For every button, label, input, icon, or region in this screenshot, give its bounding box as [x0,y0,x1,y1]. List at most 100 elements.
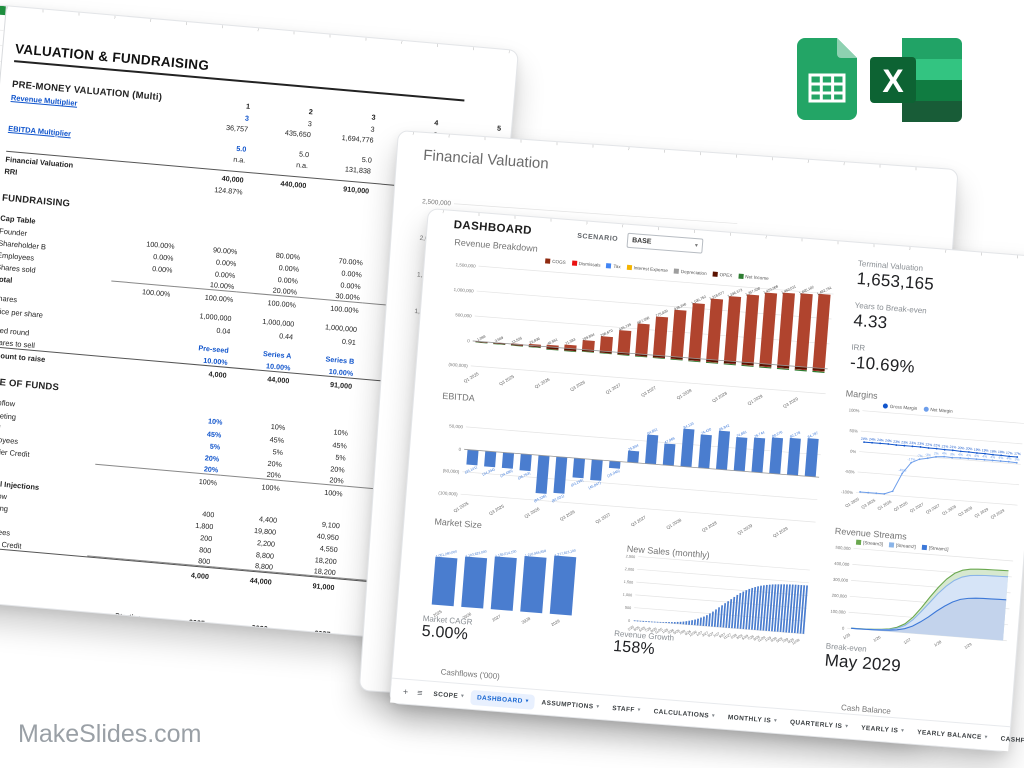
svg-text:84,133: 84,133 [683,421,695,429]
google-sheets-icon [797,38,857,125]
svg-text:938,246: 938,246 [673,302,686,311]
svg-text:1,051,260,000: 1,051,260,000 [435,550,457,559]
svg-text:-50%: -50% [845,469,855,475]
svg-text:9/26: 9/26 [684,629,692,636]
svg-text:23%: 23% [893,440,900,445]
svg-text:23%: 23% [901,440,908,445]
svg-text:300,000: 300,000 [833,577,849,583]
sheet-tab-yearly-is[interactable]: YEARLY IS ▾ [860,724,905,734]
sheet-tab-cashflow[interactable]: CASHFLOW▾ [1000,735,1024,746]
svg-text:71,583: 71,583 [565,337,577,345]
svg-text:9/29: 9/29 [787,637,795,644]
revenue-streams-chart: 500,000 400,000 300,000 200,000 100,000 0 1/25… [822,543,1017,658]
svg-text:40,561: 40,561 [547,338,559,346]
svg-text:82,278: 82,278 [789,431,801,439]
svg-text:Q3 2028: Q3 2028 [711,390,728,403]
svg-text:Q3 2027: Q3 2027 [925,502,941,514]
svg-text:(34,486): (34,486) [500,469,514,478]
svg-text:(100,000): (100,000) [438,490,458,497]
svg-text:23%: 23% [917,441,924,446]
svg-text:Q3 2028: Q3 2028 [957,505,973,517]
sheet-tab-scope[interactable]: SCOPE ▾ [433,690,465,700]
sheet-corner [0,5,6,16]
svg-text:11/29: 11/29 [791,638,800,646]
svg-text:21%: 21% [941,444,948,449]
svg-text:Q1 2025: Q1 2025 [463,371,480,384]
svg-text:19%: 19% [974,448,981,453]
chart-title: Cashflows ('000) [440,667,501,682]
sheet-tab-monthly-is[interactable]: MONTHLY IS ▾ [727,713,778,724]
svg-text:29,836: 29,836 [529,337,541,345]
svg-text:11/27: 11/27 [723,632,732,640]
all-sheets-menu-icon[interactable]: ≡ [416,687,423,699]
svg-text:1/27: 1/27 [696,630,704,637]
svg-text:1,500,000: 1,500,000 [455,262,476,269]
svg-text:21%: 21% [949,445,956,450]
svg-text:Q1 2025: Q1 2025 [453,500,470,513]
svg-text:23%: 23% [909,441,916,446]
sheet-tab-staff[interactable]: STAFF ▾ [612,704,641,714]
svg-text:607,356: 607,356 [637,316,650,325]
svg-text:4%: 4% [958,453,963,457]
svg-text:2,000: 2,000 [625,567,635,572]
svg-text:Q3 2027: Q3 2027 [630,514,647,527]
svg-text:5/28: 5/28 [741,634,749,641]
svg-text:1,103,823,000: 1,103,823,000 [465,549,487,558]
svg-text:3/29: 3/29 [770,636,778,643]
scenario-select[interactable]: BASE ▾ [626,232,704,254]
market-size-chart: 1,051,260,000 1,103,823,000 1,159,014,150 1… [421,526,586,633]
svg-text:2029: 2029 [550,618,561,627]
svg-text:(36,763): (36,763) [517,471,531,480]
svg-text:4%: 4% [942,451,947,455]
sheet-tab-calculations[interactable]: CALCULATIONS ▾ [653,707,716,720]
svg-text:775,029: 775,029 [655,309,668,318]
svg-text:19%: 19% [982,448,989,453]
svg-text:74,681: 74,681 [736,430,748,438]
svg-text:1/29: 1/29 [764,636,772,643]
svg-text:1,000: 1,000 [623,593,633,598]
svg-text:5/25: 5/25 [638,626,646,633]
kpi-value: 158% [612,637,656,659]
sheet-tab-yearly-balance[interactable]: YEARLY BALANCE ▾ [916,728,988,741]
svg-text:20%: 20% [958,446,965,451]
svg-text:296,670: 296,670 [600,329,613,338]
svg-text:4%: 4% [974,454,979,458]
svg-text:500,000: 500,000 [455,312,472,318]
svg-text:9/27: 9/27 [718,632,726,639]
svg-text:1/28: 1/28 [933,639,943,648]
svg-text:85,842: 85,842 [718,424,730,432]
sheet-tab-assumptions[interactable]: ASSUMPTIONS ▾ [541,698,600,711]
svg-text:(81,021): (81,021) [551,494,565,503]
sheet-tab-quarterly-is[interactable]: QUARTERLY IS ▾ [789,718,849,730]
svg-text:Q1 2028: Q1 2028 [665,517,682,530]
scenario-value: BASE [631,237,652,246]
svg-text:1,500: 1,500 [624,580,634,585]
svg-text:Q1 2027: Q1 2027 [605,382,622,395]
svg-text:13,525: 13,525 [511,336,523,344]
svg-text:1,216,964,858: 1,216,964,858 [525,549,547,558]
svg-text:9/28: 9/28 [753,635,761,642]
kpi-value: -10.69% [849,352,916,377]
svg-text:Q1 2025: Q1 2025 [844,496,860,508]
svg-text:500,000: 500,000 [835,545,851,551]
add-sheet-button[interactable]: + [402,686,409,697]
scenario-label: SCENARIO [576,232,619,243]
svg-text:Q1 2026: Q1 2026 [524,506,541,519]
svg-text:2,500,000: 2,500,000 [422,198,452,207]
kpi-value: 4.33 [852,310,889,333]
svg-text:22%: 22% [933,443,940,448]
new-sales-chart: 2,500 2,000 1,500 1,000 500 0 1/25 3/25 5/25 7/25… [614,551,814,653]
svg-text:2025: 2025 [432,609,443,618]
svg-text:0%: 0% [850,449,857,454]
sheet-tab-dashboard[interactable]: DASHBOARD ▾ [470,689,536,710]
svg-text:Q1 2028: Q1 2028 [676,388,693,401]
svg-text:1,218,677: 1,218,677 [709,290,725,300]
svg-text:(15,945): (15,945) [607,469,621,478]
svg-text:11/28: 11/28 [757,635,766,643]
svg-text:1/28: 1/28 [730,633,738,640]
dashboard-title: DASHBOARD [453,219,533,238]
svg-text:0: 0 [467,338,470,343]
svg-text:Q1 2027: Q1 2027 [595,512,612,525]
svg-text:Q3 2025: Q3 2025 [860,497,876,509]
